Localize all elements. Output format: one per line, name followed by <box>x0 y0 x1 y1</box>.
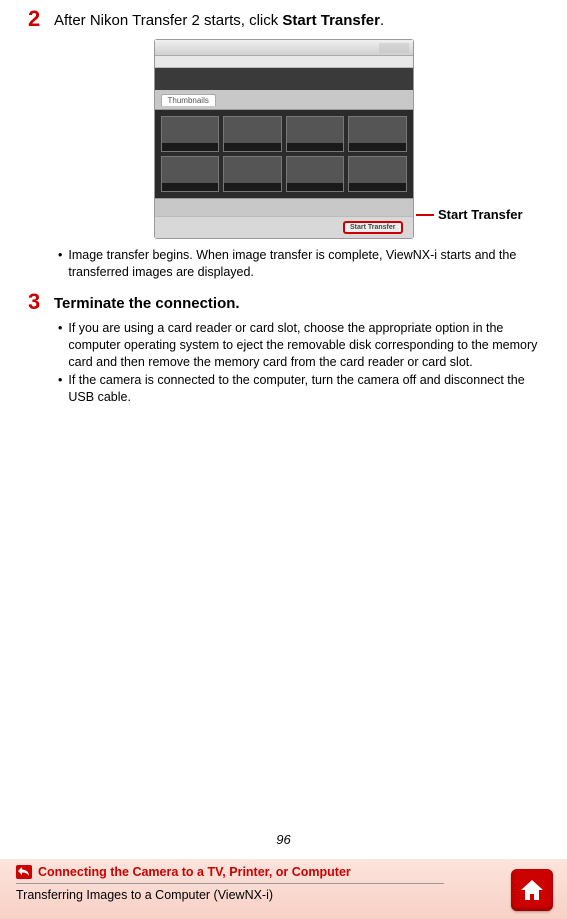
step-3-number: 3 <box>28 291 44 313</box>
footer-section-row: Connecting the Camera to a TV, Printer, … <box>16 865 551 879</box>
thumbnail <box>348 116 407 152</box>
step-2: 2 After Nikon Transfer 2 starts, click S… <box>28 8 539 31</box>
bullet-item: • If the camera is connected to the comp… <box>58 372 539 406</box>
home-icon <box>519 878 545 902</box>
bullet-text: If you are using a card reader or card s… <box>68 320 539 371</box>
footer-section-title[interactable]: Connecting the Camera to a TV, Printer, … <box>38 865 351 879</box>
thumbnail <box>286 116 345 152</box>
window-toolbar <box>155 68 413 90</box>
nikon-transfer-window: Thumbnails Start Transfer <box>154 39 414 239</box>
window-status-row <box>155 198 413 216</box>
callout-label: Start Transfer <box>438 207 523 222</box>
bullet-text: If the camera is connected to the comput… <box>68 372 539 406</box>
step-2-bullets: • Image transfer begins. When image tran… <box>28 247 539 281</box>
footer-subsection: Transferring Images to a Computer (ViewN… <box>16 888 551 902</box>
page-number: 96 <box>0 832 567 847</box>
thumbnail <box>286 156 345 192</box>
thumbnail <box>223 156 282 192</box>
home-button[interactable] <box>511 869 553 911</box>
step-3-bullets: • If you are using a card reader or card… <box>28 320 539 406</box>
step-2-number: 2 <box>28 8 44 30</box>
screenshot-container: Thumbnails Start Transfer Start Transfer <box>28 39 539 239</box>
thumbnail-grid <box>155 110 413 198</box>
thumbnail <box>223 116 282 152</box>
bullet-dot: • <box>58 372 62 406</box>
step-3-text: Terminate the connection. <box>54 293 240 314</box>
thumbnail <box>161 116 220 152</box>
window-menubar <box>155 56 413 68</box>
back-arrow-icon[interactable] <box>16 865 32 879</box>
thumbnail <box>161 156 220 192</box>
bullet-dot: • <box>58 247 62 281</box>
callout-line <box>416 214 434 216</box>
window-action-row: Start Transfer <box>155 216 413 238</box>
bullet-item: • Image transfer begins. When image tran… <box>58 247 539 281</box>
step-3: 3 Terminate the connection. <box>28 291 539 314</box>
start-transfer-callout: Start Transfer <box>416 207 523 222</box>
bullet-dot: • <box>58 320 62 371</box>
window-titlebar <box>155 40 413 56</box>
bullet-item: • If you are using a card reader or card… <box>58 320 539 371</box>
footer-divider <box>16 883 444 884</box>
start-transfer-button[interactable]: Start Transfer <box>343 221 403 234</box>
step-2-text: After Nikon Transfer 2 starts, click Sta… <box>54 10 384 31</box>
thumbnail <box>348 156 407 192</box>
thumbnails-tab: Thumbnails <box>161 94 216 106</box>
page-footer: Connecting the Camera to a TV, Printer, … <box>0 859 567 919</box>
window-tabbar: Thumbnails <box>155 90 413 110</box>
bullet-text: Image transfer begins. When image transf… <box>68 247 539 281</box>
